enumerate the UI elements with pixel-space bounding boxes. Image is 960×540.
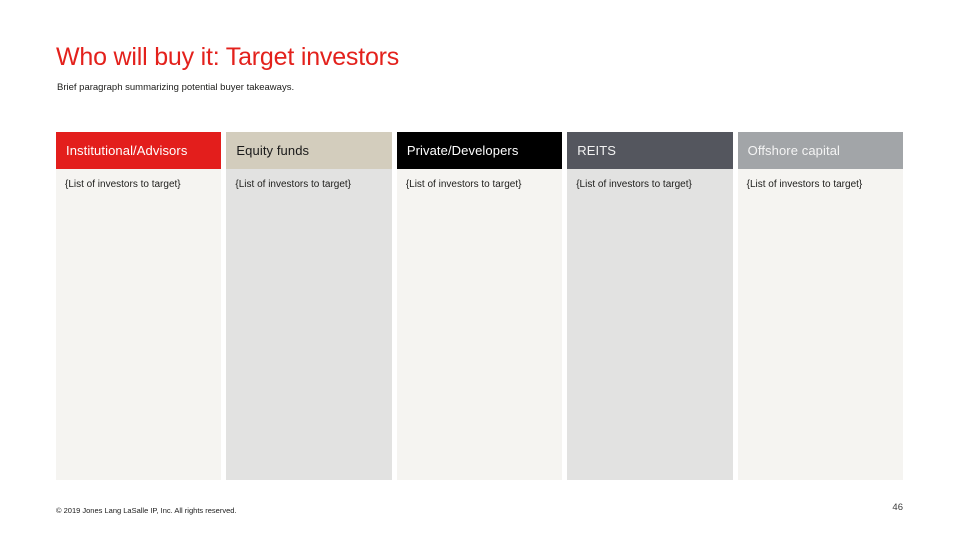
column-private-developers: Private/Developers {List of investors to… (396, 132, 563, 480)
column-offshore-capital: Offshore capital {List of investors to t… (737, 132, 904, 480)
column-equity-funds: Equity funds {List of investors to targe… (226, 132, 392, 480)
column-header: Institutional/Advisors (56, 132, 222, 169)
column-header: Equity funds (226, 132, 392, 169)
column-institutional-advisors: Institutional/Advisors {List of investor… (56, 132, 222, 480)
page-title: Who will buy it: Target investors (56, 43, 400, 71)
column-body-placeholder: {List of investors to target} (226, 169, 392, 480)
slide-subtitle: Brief paragraph summarizing potential bu… (57, 82, 295, 93)
page-number: 46 (892, 502, 903, 513)
column-body-placeholder: {List of investors to target} (737, 169, 904, 480)
column-body-placeholder: {List of investors to target} (567, 169, 733, 480)
column-header: Offshore capital (737, 132, 904, 169)
column-header: REITS (567, 132, 733, 169)
copyright-text: © 2019 Jones Lang LaSalle IP, Inc. All r… (56, 506, 237, 515)
column-body-placeholder: {List of investors to target} (56, 169, 222, 480)
column-body-placeholder: {List of investors to target} (396, 169, 563, 480)
investor-columns-row: Institutional/Advisors {List of investor… (56, 132, 904, 480)
column-reits: REITS {List of investors to target} (567, 132, 733, 480)
column-header: Private/Developers (396, 132, 563, 169)
